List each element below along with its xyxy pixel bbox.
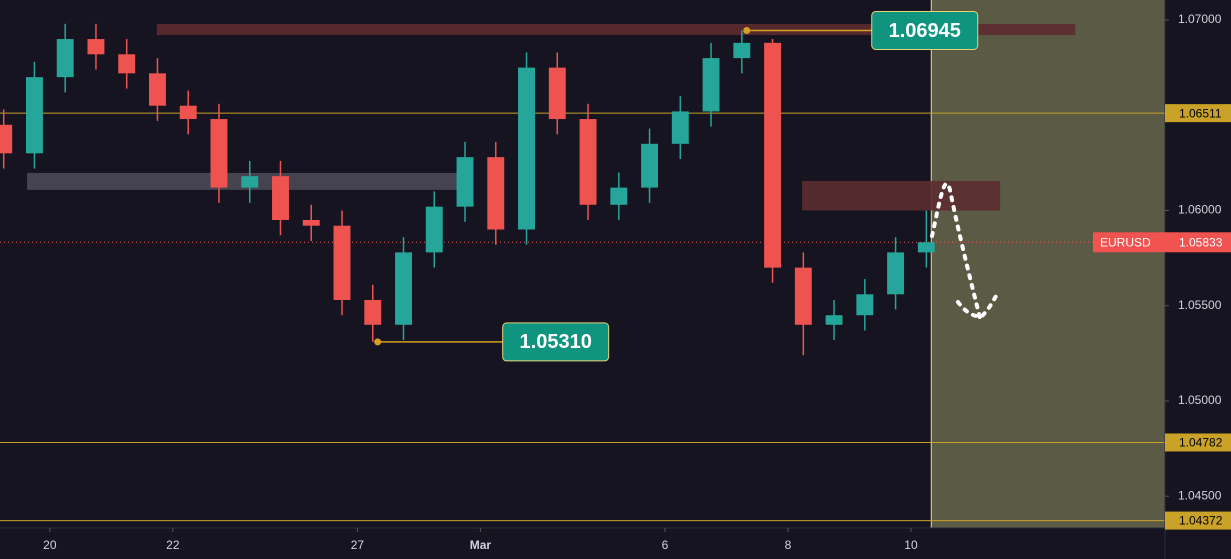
- candle-body: [548, 67, 566, 120]
- candle-body: [0, 124, 13, 154]
- candle-body: [179, 105, 197, 120]
- candle-body: [487, 157, 505, 230]
- zone: [802, 180, 1001, 211]
- candle-body: [149, 73, 166, 106]
- last-price-tag: [1093, 232, 1231, 253]
- candle-body: [825, 315, 843, 325]
- callout-box: [502, 322, 610, 362]
- x-tick-label: 6: [662, 538, 669, 552]
- x-tick-label: 20: [43, 538, 57, 552]
- forecast-arrow: [930, 181, 999, 320]
- candle-body: [887, 252, 905, 295]
- candle-body: [56, 39, 74, 78]
- candle-body: [333, 225, 351, 300]
- x-tick-label: 8: [785, 538, 792, 552]
- price-line-label: 1.04372: [1179, 514, 1223, 528]
- candle-body: [641, 143, 659, 188]
- y-tick-label: 1.05000: [1178, 393, 1222, 407]
- price-line-tag: [1165, 511, 1231, 530]
- x-tick-label: 27: [351, 538, 365, 552]
- candle-body: [917, 242, 935, 253]
- y-tick-label: 1.07000: [1178, 12, 1222, 26]
- candle-body: [856, 294, 874, 316]
- y-tick-label: 1.04500: [1178, 488, 1222, 502]
- price-line-tag: [1165, 104, 1231, 123]
- candle-body: [518, 67, 535, 230]
- candle-body: [25, 77, 43, 154]
- callout-point: [743, 26, 751, 34]
- candle-body: [395, 252, 412, 325]
- forecast-region: [931, 0, 1165, 528]
- candle-body: [671, 111, 689, 144]
- candle-body: [364, 300, 382, 325]
- price-line-tag: [1165, 433, 1231, 452]
- plot-area: 1.06945 1.05310: [0, 0, 1165, 528]
- x-tick-label: 22: [166, 538, 180, 552]
- candle-body: [610, 187, 628, 205]
- candle-body: [702, 58, 720, 112]
- last-price-label: 1.05833: [1179, 235, 1223, 249]
- candle-body: [210, 119, 228, 188]
- candle-body: [579, 119, 597, 205]
- price-axis: [1165, 0, 1231, 559]
- candle-body: [272, 176, 289, 220]
- price-line-label: 1.04782: [1179, 436, 1223, 450]
- callout-point: [374, 338, 382, 346]
- candle-body: [794, 267, 812, 325]
- zone: [156, 24, 1076, 36]
- callout-label: 1.06945: [889, 20, 961, 42]
- candle-body: [425, 206, 443, 253]
- candle-body: [456, 157, 474, 207]
- candle-body: [118, 54, 136, 74]
- candle-body: [87, 39, 105, 55]
- candle-body: [302, 220, 320, 226]
- y-tick-label: 1.05500: [1178, 298, 1222, 312]
- price-line-label: 1.06511: [1179, 106, 1222, 120]
- candle-body: [764, 42, 782, 268]
- x-tick-label: 10: [904, 538, 918, 552]
- symbol-label: EURUSD: [1100, 235, 1151, 249]
- callout-box: [871, 10, 979, 50]
- callout-label: 1.05310: [520, 331, 592, 353]
- candle-body: [733, 42, 751, 59]
- x-tick-label: Mar: [470, 538, 492, 552]
- axis-labels: 1.07000 1.06000 1.05500 1.05000 1.04500 1.065…: [43, 12, 1231, 552]
- y-tick-label: 1.06000: [1178, 203, 1222, 217]
- candle-body: [241, 176, 259, 188]
